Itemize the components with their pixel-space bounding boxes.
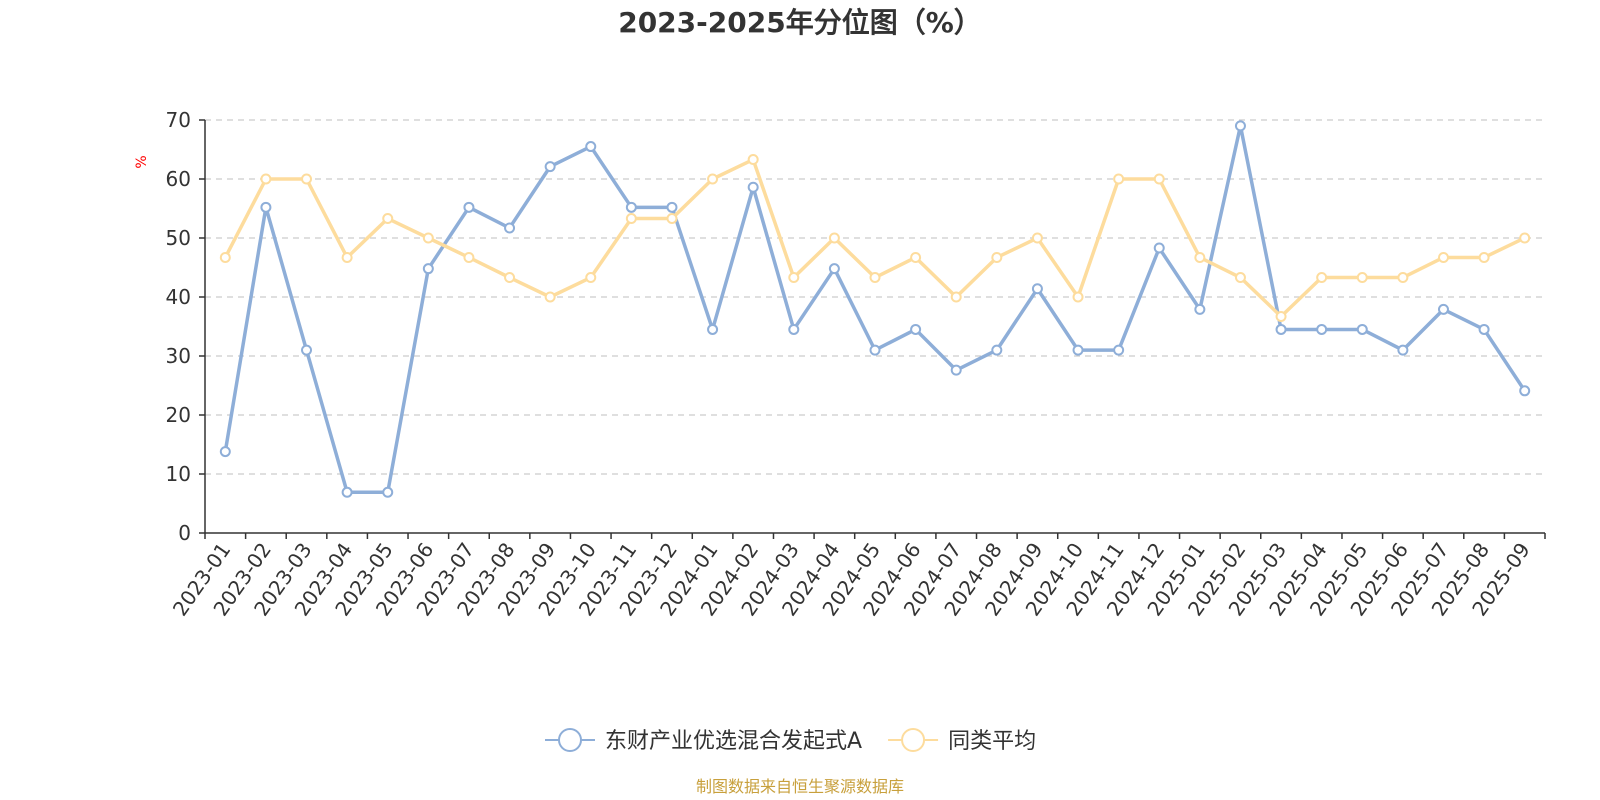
series-line: [223, 124, 1527, 495]
data-point: [1519, 232, 1531, 244]
data-point: [463, 201, 475, 213]
data-point: [1519, 385, 1531, 397]
data-point: [422, 232, 434, 244]
data-point: [1356, 323, 1368, 335]
data-point: [1194, 251, 1206, 263]
data-point: [1356, 272, 1368, 284]
data-point: [422, 263, 434, 275]
data-point: [950, 364, 962, 376]
data-point: [788, 323, 800, 335]
axes: 0102030405060702023-012023-022023-032023…: [166, 108, 1546, 620]
data-point: [747, 181, 759, 193]
data-point: [910, 323, 922, 335]
data-point: [910, 251, 922, 263]
data-point: [1113, 173, 1125, 185]
y-tick-label: 40: [166, 285, 191, 309]
data-point: [504, 222, 516, 234]
data-point: [991, 251, 1003, 263]
data-point: [666, 213, 678, 225]
y-tick-label: 30: [166, 344, 191, 368]
data-point: [1397, 272, 1409, 284]
data-point: [382, 213, 394, 225]
y-tick-label: 60: [166, 167, 191, 191]
data-point: [1113, 344, 1125, 356]
y-tick-label: 10: [166, 462, 191, 486]
data-point: [544, 291, 556, 303]
data-point: [707, 173, 719, 185]
data-point: [585, 272, 597, 284]
data-point: [219, 251, 231, 263]
legend-item[interactable]: 东财产业优选混合发起式A: [545, 728, 862, 754]
data-point: [260, 173, 272, 185]
data-point: [219, 446, 231, 458]
data-point: [341, 486, 353, 498]
y-tick-label: 20: [166, 403, 191, 427]
data-point: [301, 173, 313, 185]
data-point: [544, 161, 556, 173]
data-point: [301, 344, 313, 356]
data-point: [260, 201, 272, 213]
data-point: [504, 272, 516, 284]
series-lines: [219, 120, 1531, 498]
y-tick-label: 50: [166, 226, 191, 250]
data-point: [869, 344, 881, 356]
legend-item[interactable]: 同类平均: [888, 728, 1036, 754]
legend-label: 东财产业优选混合发起式A: [605, 729, 862, 754]
data-point: [625, 213, 637, 225]
legend: 东财产业优选混合发起式A 同类平均: [545, 728, 1036, 754]
data-point: [1072, 344, 1084, 356]
data-point: [950, 291, 962, 303]
data-point: [1397, 344, 1409, 356]
y-axis-unit-label: %: [134, 155, 150, 168]
series-1: [219, 120, 1531, 498]
data-point: [828, 232, 840, 244]
legend-marker: [558, 728, 582, 752]
data-point: [1437, 303, 1449, 315]
legend-label: 同类平均: [948, 729, 1036, 754]
y-tick-label: 0: [178, 521, 191, 545]
data-point: [1478, 251, 1490, 263]
chart-title: 2023-2025年分位图（%）: [618, 6, 982, 39]
data-point: [625, 201, 637, 213]
data-point: [1316, 323, 1328, 335]
data-point: [1437, 251, 1449, 263]
data-point: [869, 272, 881, 284]
data-point: [707, 323, 719, 335]
data-point: [747, 154, 759, 166]
data-source-note: 制图数据来自恒生聚源数据库: [696, 777, 904, 796]
data-point: [1316, 272, 1328, 284]
data-point: [1275, 310, 1287, 322]
series-2: [219, 154, 1531, 322]
data-point: [991, 344, 1003, 356]
data-point: [1031, 283, 1043, 295]
data-point: [382, 486, 394, 498]
data-point: [1031, 232, 1043, 244]
grid-lines: [205, 119, 1545, 475]
data-point: [463, 251, 475, 263]
legend-marker: [901, 728, 926, 752]
data-point: [1234, 272, 1246, 284]
data-point: [1072, 291, 1084, 303]
data-point: [1234, 120, 1246, 132]
data-point: [828, 263, 840, 275]
data-point: [585, 141, 597, 153]
data-point: [341, 251, 353, 263]
data-point: [1153, 242, 1165, 254]
data-point: [1478, 323, 1490, 335]
data-point: [1275, 323, 1287, 335]
data-point: [666, 201, 678, 213]
data-point: [1194, 303, 1206, 315]
y-tick-label: 70: [166, 108, 191, 132]
data-point: [1153, 173, 1165, 185]
data-point: [788, 272, 800, 284]
